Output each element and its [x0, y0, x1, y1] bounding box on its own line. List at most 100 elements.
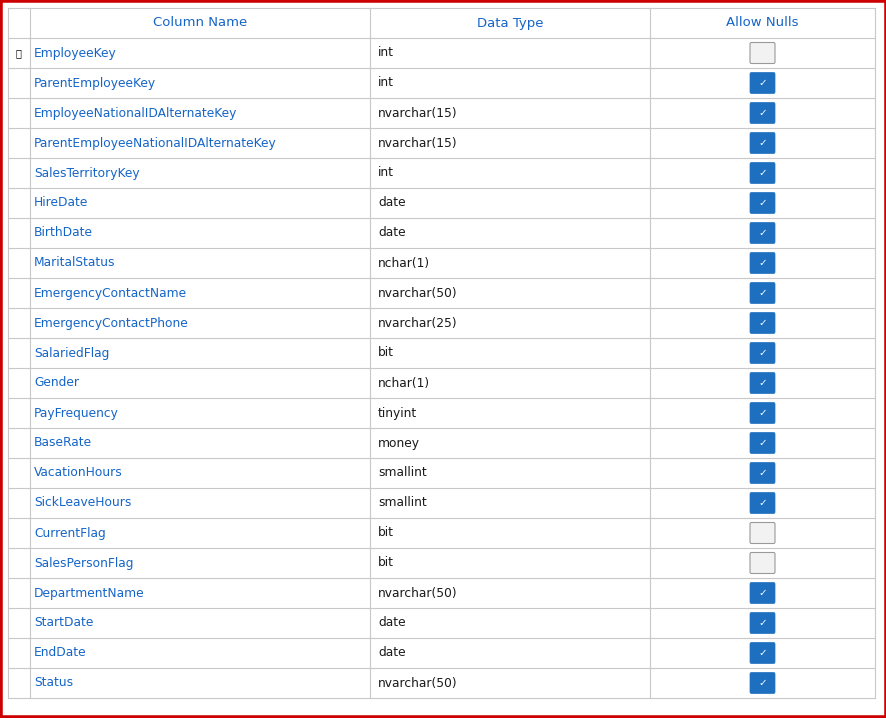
Text: EmployeeNationalIDAlternateKey: EmployeeNationalIDAlternateKey: [34, 106, 237, 119]
Text: ✓: ✓: [758, 168, 766, 178]
Text: ✓: ✓: [758, 348, 766, 358]
Text: smallint: smallint: [377, 497, 426, 510]
FancyBboxPatch shape: [750, 42, 774, 63]
Bar: [8, 128, 874, 158]
Text: date: date: [377, 197, 405, 210]
FancyBboxPatch shape: [750, 192, 774, 213]
Bar: [8, 338, 874, 368]
Bar: [8, 158, 874, 188]
Text: ✓: ✓: [758, 438, 766, 448]
Text: bit: bit: [377, 556, 393, 569]
FancyBboxPatch shape: [750, 523, 774, 544]
Text: PayFrequency: PayFrequency: [34, 406, 119, 419]
Text: nvarchar(25): nvarchar(25): [377, 317, 457, 330]
FancyBboxPatch shape: [750, 282, 774, 304]
FancyBboxPatch shape: [750, 403, 774, 424]
Text: bit: bit: [377, 347, 393, 360]
FancyBboxPatch shape: [750, 162, 774, 184]
Text: SalesTerritoryKey: SalesTerritoryKey: [34, 167, 139, 180]
Text: ✓: ✓: [758, 138, 766, 148]
Text: ✓: ✓: [758, 78, 766, 88]
Bar: [8, 398, 874, 428]
Bar: [8, 308, 874, 338]
Text: ✓: ✓: [758, 108, 766, 118]
Text: ✓: ✓: [758, 498, 766, 508]
Text: ✓: ✓: [758, 408, 766, 418]
Text: Status: Status: [34, 676, 73, 689]
Text: nvarchar(50): nvarchar(50): [377, 286, 457, 299]
Bar: [8, 428, 874, 458]
Text: VacationHours: VacationHours: [34, 467, 122, 480]
Text: Data Type: Data Type: [476, 17, 542, 29]
Bar: [8, 668, 874, 698]
Bar: [8, 278, 874, 308]
Bar: [8, 458, 874, 488]
Bar: [8, 638, 874, 668]
FancyBboxPatch shape: [750, 253, 774, 274]
FancyBboxPatch shape: [750, 133, 774, 154]
Text: 🔑: 🔑: [15, 48, 21, 58]
Text: StartDate: StartDate: [34, 617, 93, 630]
Text: ✓: ✓: [758, 588, 766, 598]
Text: nvarchar(50): nvarchar(50): [377, 676, 457, 689]
FancyBboxPatch shape: [750, 643, 774, 663]
FancyBboxPatch shape: [750, 582, 774, 604]
Text: Gender: Gender: [34, 376, 79, 389]
Text: ParentEmployeeNationalIDAlternateKey: ParentEmployeeNationalIDAlternateKey: [34, 136, 276, 149]
Text: ParentEmployeeKey: ParentEmployeeKey: [34, 77, 156, 90]
Text: ✓: ✓: [758, 258, 766, 268]
FancyBboxPatch shape: [750, 462, 774, 483]
Bar: [8, 488, 874, 518]
Text: nvarchar(50): nvarchar(50): [377, 587, 457, 600]
Bar: [8, 368, 874, 398]
Text: tinyint: tinyint: [377, 406, 416, 419]
Text: int: int: [377, 167, 393, 180]
Text: BirthDate: BirthDate: [34, 226, 93, 240]
FancyBboxPatch shape: [750, 73, 774, 93]
Text: EmployeeKey: EmployeeKey: [34, 47, 117, 60]
Text: DepartmentName: DepartmentName: [34, 587, 144, 600]
FancyBboxPatch shape: [750, 373, 774, 393]
Text: Allow Nulls: Allow Nulls: [726, 17, 798, 29]
Bar: [8, 68, 874, 98]
FancyBboxPatch shape: [750, 552, 774, 574]
Text: SalariedFlag: SalariedFlag: [34, 347, 109, 360]
Text: int: int: [377, 47, 393, 60]
Text: HireDate: HireDate: [34, 197, 89, 210]
Text: ✓: ✓: [758, 678, 766, 688]
Bar: [8, 38, 874, 68]
Text: bit: bit: [377, 526, 393, 539]
Text: nvarchar(15): nvarchar(15): [377, 106, 457, 119]
Text: ✓: ✓: [758, 618, 766, 628]
Text: nvarchar(15): nvarchar(15): [377, 136, 457, 149]
Text: date: date: [377, 646, 405, 660]
Text: ✓: ✓: [758, 288, 766, 298]
Text: EmergencyContactName: EmergencyContactName: [34, 286, 187, 299]
Text: EmergencyContactPhone: EmergencyContactPhone: [34, 317, 189, 330]
Text: nchar(1): nchar(1): [377, 256, 430, 269]
Bar: [8, 188, 874, 218]
Bar: [8, 218, 874, 248]
Text: Column Name: Column Name: [152, 17, 247, 29]
Text: MaritalStatus: MaritalStatus: [34, 256, 115, 269]
Text: nchar(1): nchar(1): [377, 376, 430, 389]
Text: date: date: [377, 617, 405, 630]
FancyBboxPatch shape: [750, 432, 774, 454]
Text: ✓: ✓: [758, 198, 766, 208]
FancyBboxPatch shape: [750, 312, 774, 333]
Bar: [8, 608, 874, 638]
FancyBboxPatch shape: [750, 103, 774, 123]
Text: ✓: ✓: [758, 648, 766, 658]
Text: BaseRate: BaseRate: [34, 437, 92, 449]
Text: smallint: smallint: [377, 467, 426, 480]
FancyBboxPatch shape: [750, 493, 774, 513]
Bar: [8, 98, 874, 128]
Bar: [8, 548, 874, 578]
FancyBboxPatch shape: [750, 223, 774, 243]
Text: ✓: ✓: [758, 468, 766, 478]
Text: date: date: [377, 226, 405, 240]
Bar: [8, 8, 874, 38]
Text: int: int: [377, 77, 393, 90]
Bar: [8, 578, 874, 608]
FancyBboxPatch shape: [750, 612, 774, 633]
